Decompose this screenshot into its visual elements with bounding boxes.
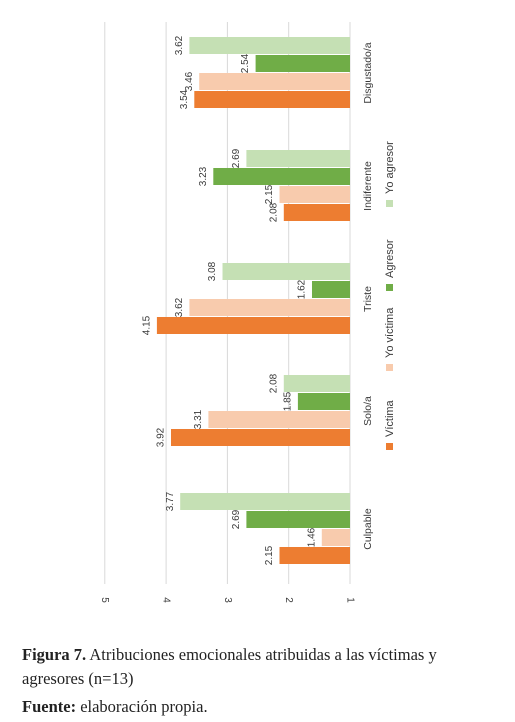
data-label: 2.15 [264, 545, 275, 565]
bar [311, 281, 350, 298]
bar [279, 186, 350, 203]
data-label: 2.08 [268, 202, 279, 222]
axis-tick-label: 1 [344, 597, 355, 603]
bar-chart: 2.15 1.46 2.69 3.77 3.92 3.31 1.85 2.08 4.15 3.62… [99, 22, 396, 603]
category-label: Solo/a [362, 396, 374, 426]
bar [199, 73, 350, 90]
bar [180, 493, 350, 510]
bar [246, 511, 350, 528]
figure-label: Figura 7. [22, 645, 87, 664]
figure-title: Atribuciones emocionales atribuidas a la… [22, 645, 437, 688]
legend-swatch [386, 200, 393, 207]
data-label: 1.62 [297, 279, 308, 299]
bar [283, 375, 350, 392]
data-labels: 2.15 1.46 2.69 3.77 3.92 3.31 1.85 2.08 4.15 3.62… [142, 35, 318, 565]
bar [194, 91, 350, 108]
bar [171, 429, 350, 446]
data-label: 3.62 [174, 35, 185, 55]
bar [297, 393, 350, 410]
category-label: Disgustado/a [362, 42, 374, 103]
data-label: 3.31 [193, 409, 204, 429]
source-label: Fuente: [22, 697, 77, 716]
data-label: 1.85 [283, 391, 294, 411]
data-label: 3.62 [174, 297, 185, 317]
bar [222, 263, 350, 280]
data-label: 1.46 [306, 527, 317, 547]
source-text: elaboración propia. [80, 697, 208, 716]
legend-label: Yo víctima [384, 307, 396, 358]
bar [208, 411, 350, 428]
data-label: 2.69 [231, 509, 242, 529]
value-axis-ticks: 1 2 3 4 5 [99, 597, 355, 603]
data-label: 4.15 [142, 315, 153, 335]
legend: Víctima Yo víctima Agresor Yo agresor [384, 141, 396, 450]
bar [246, 150, 350, 167]
bar [279, 547, 350, 564]
bar [213, 168, 350, 185]
bar [189, 37, 350, 54]
category-label: Indiferente [362, 161, 374, 211]
bars [156, 37, 350, 564]
category-label: Triste [362, 286, 374, 312]
axis-tick-label: 4 [160, 597, 171, 603]
category-label: Culpable [362, 508, 374, 550]
legend-label: Agresor [384, 239, 396, 278]
bar [189, 299, 350, 316]
data-label: 3.08 [207, 261, 218, 281]
category-labels: Culpable Solo/a Triste Indiferente Disgustad… [362, 42, 374, 550]
axis-tick-label: 3 [222, 597, 233, 603]
bar [255, 55, 350, 72]
legend-label: Yo agresor [384, 141, 396, 194]
bar [283, 204, 350, 221]
axis-tick-label: 5 [99, 597, 110, 603]
source-caption: Fuente: elaboración propia. [22, 695, 500, 719]
data-label: 2.69 [231, 148, 242, 168]
legend-swatch [386, 284, 393, 291]
data-label: 2.08 [268, 373, 279, 393]
data-label: 3.46 [184, 71, 195, 91]
data-label: 2.15 [264, 184, 275, 204]
data-label: 3.23 [198, 166, 209, 186]
data-label: 3.92 [156, 427, 167, 447]
data-label: 3.54 [179, 89, 190, 109]
bar [321, 529, 350, 546]
legend-label: Víctima [384, 399, 396, 437]
bar [156, 317, 350, 334]
data-label: 3.77 [165, 491, 176, 511]
legend-swatch [386, 364, 393, 371]
axis-tick-label: 2 [283, 597, 294, 603]
figure-caption: Figura 7. Atribuciones emocionales atrib… [22, 643, 500, 691]
legend-swatch [386, 443, 393, 450]
data-label: 2.54 [240, 53, 251, 73]
